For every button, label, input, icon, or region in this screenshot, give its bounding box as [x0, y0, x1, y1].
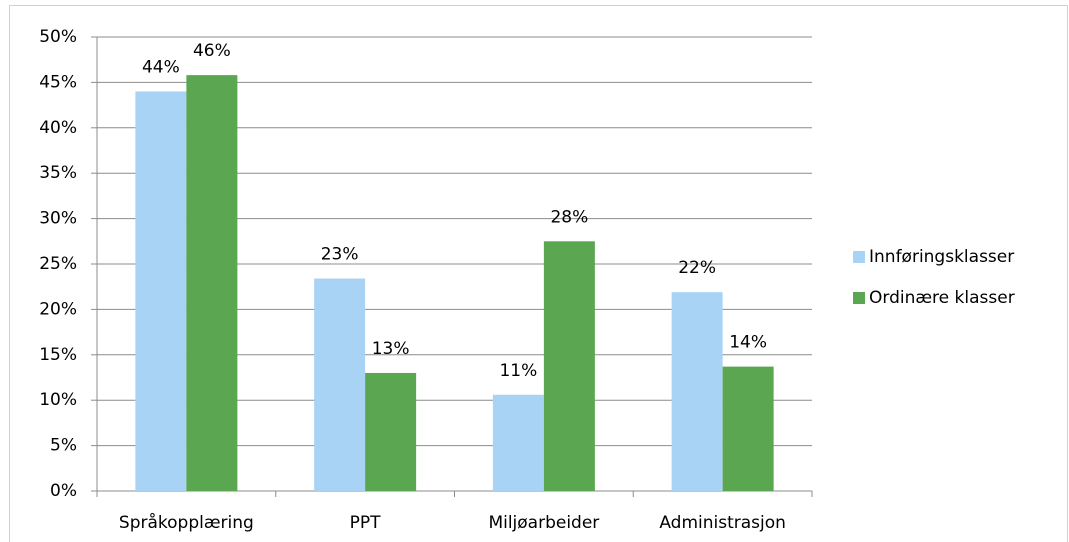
bar	[135, 91, 187, 491]
legend-label: Innføringsklasser	[869, 247, 1014, 267]
legend-label: Ordinære klasser	[869, 288, 1015, 308]
value-label: 28%	[550, 207, 588, 227]
bar	[671, 292, 723, 491]
y-tick-label: 40%	[39, 118, 77, 138]
value-label: 23%	[321, 245, 359, 265]
y-tick-label: 45%	[39, 72, 77, 92]
y-tick-label: 30%	[39, 209, 77, 229]
x-tick-label: Administrasjon	[659, 513, 786, 533]
value-label: 46%	[193, 41, 231, 61]
bar	[543, 241, 595, 491]
y-tick-label: 20%	[39, 299, 77, 319]
bar	[314, 278, 366, 491]
x-tick-label: PPT	[350, 513, 382, 533]
legend-swatch	[853, 292, 865, 304]
value-label: 11%	[499, 361, 537, 381]
value-label: 44%	[142, 57, 180, 77]
x-tick-label: Miljøarbeider	[488, 513, 599, 533]
y-tick-label: 0%	[50, 481, 77, 501]
bar	[492, 394, 544, 491]
y-tick-label: 5%	[50, 436, 77, 456]
value-label: 22%	[678, 258, 716, 278]
value-label: 14%	[729, 333, 767, 353]
bar	[365, 372, 417, 491]
y-tick-label: 15%	[39, 345, 77, 365]
y-tick-label: 25%	[39, 254, 77, 274]
legend-swatch	[853, 251, 865, 263]
y-tick-label: 50%	[39, 27, 77, 47]
bar	[722, 366, 774, 491]
chart-border	[9, 5, 1068, 542]
y-tick-label: 35%	[39, 163, 77, 183]
value-label: 13%	[372, 339, 410, 359]
x-tick-label: Språkopplæring	[119, 512, 254, 533]
y-tick-label: 10%	[39, 390, 77, 410]
bar	[186, 75, 238, 492]
